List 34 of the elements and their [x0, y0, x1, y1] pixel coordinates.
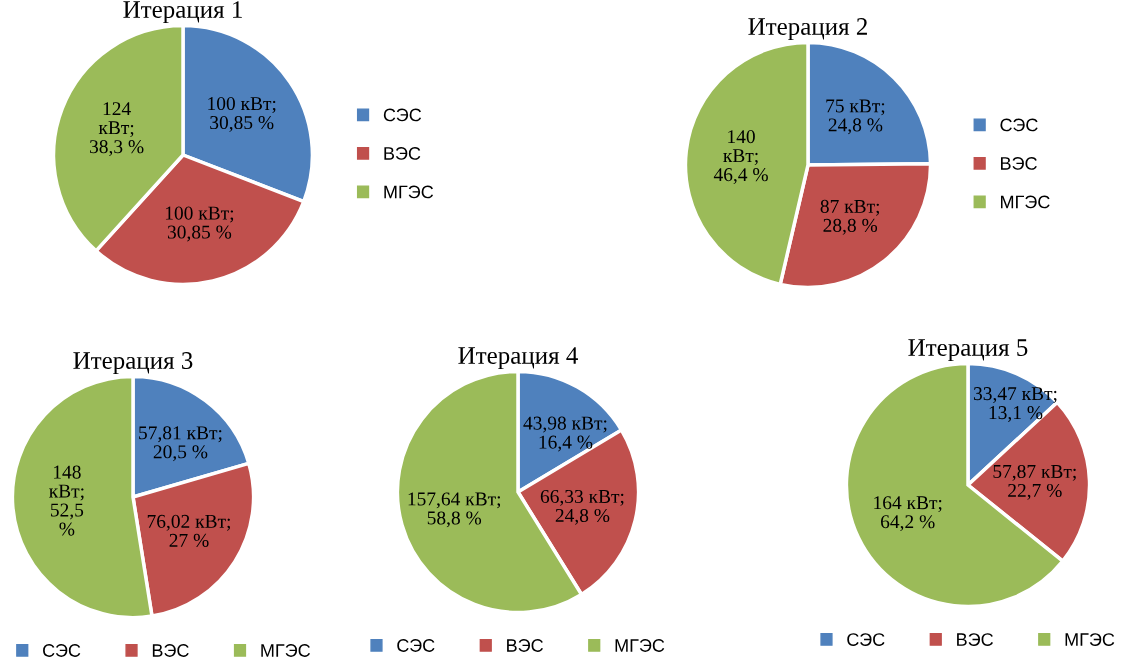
legend-label: МГЭС: [1001, 195, 1050, 209]
data-label: 75 кВт; 24,8 %: [826, 99, 885, 135]
data-label: 66,33 кВт; 24,8 %: [540, 489, 624, 525]
chart-title: Итерация 4: [458, 347, 578, 369]
data-label: 43,98 кВт; 16,4 %: [523, 416, 607, 452]
legend-label: СЭС: [1000, 118, 1038, 132]
legend-label: ВЭС: [152, 644, 189, 657]
legend-label: ВЭС: [507, 639, 543, 652]
legend-label: ВЭС: [384, 147, 421, 160]
data-label: 148 кВт; 52,5 %: [49, 465, 84, 536]
data-label: 76,02 кВт; 27 %: [147, 514, 230, 547]
legend-label: СЭС: [847, 633, 885, 646]
legend-label: ВЭС: [1001, 157, 1037, 170]
chart-title: Итерация 3: [73, 352, 193, 374]
legend-label: ВЭС: [957, 633, 993, 646]
data-label: 140 кВт; 46,4 %: [713, 130, 768, 184]
legend-label: МГЭС: [1065, 633, 1115, 646]
data-label: 157,64 кВт; 58,8 %: [408, 492, 501, 528]
data-label: 57,87 кВт; 22,7 %: [993, 464, 1076, 500]
legend-label: СЭС: [43, 644, 81, 657]
legend-label: МГЭС: [261, 644, 311, 657]
data-label: 100 кВт; 30,85 %: [208, 97, 276, 132]
chart-title: Итерация 5: [908, 339, 1028, 361]
chart-title: Итерация 2: [748, 18, 867, 40]
data-label: 87 кВт; 28,8 %: [820, 199, 879, 235]
data-label: 57,81 кВт; 20,5 %: [139, 426, 222, 462]
legend-label: МГЭС: [615, 639, 665, 652]
data-label: 124 кВт; 38,3 %: [89, 102, 144, 157]
chart-title: Итерация 1: [123, 1, 242, 23]
legend-label: СЭС: [397, 639, 435, 652]
legend-label: МГЭС: [384, 185, 434, 199]
data-label: 100 кВт; 30,85 %: [165, 206, 234, 242]
data-label: 164 кВт; 64,2 %: [874, 496, 942, 532]
legend-label: СЭС: [383, 108, 422, 122]
